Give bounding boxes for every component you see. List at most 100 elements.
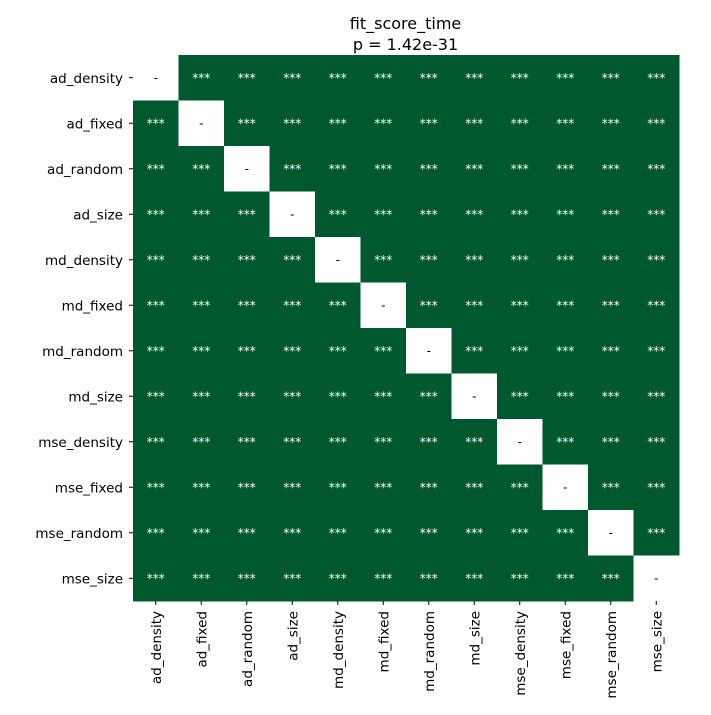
heatmap-cell [588, 100, 634, 147]
cell-label: *** [647, 298, 665, 312]
heatmap-cell [542, 373, 589, 420]
heatmap-cell [633, 555, 680, 602]
cell-label: *** [647, 389, 665, 403]
heatmap-cell [497, 373, 543, 420]
cell-label: *** [511, 298, 529, 312]
heatmap-cell [542, 100, 589, 147]
cell-label: *** [511, 389, 529, 403]
heatmap-cell [269, 464, 316, 511]
y-axis-ticks: ad_density ad_fixed ad_random ad_size md_den… [35, 71, 133, 587]
y-tick-label: ad_density [50, 71, 123, 87]
heatmap-cell [133, 464, 179, 511]
heatmap-cell [224, 191, 270, 238]
cell-label: *** [647, 71, 665, 85]
cell-label: *** [192, 298, 210, 312]
cell-label: *** [329, 571, 347, 585]
heatmap-cell [633, 100, 680, 147]
heatmap-cell [451, 419, 498, 465]
cell-label: *** [283, 71, 301, 85]
heatmap-cell [133, 55, 179, 101]
heatmap-cell [315, 282, 361, 329]
cell-label: *** [374, 435, 392, 449]
heatmap-cell [451, 282, 498, 329]
cell-label: *** [556, 116, 574, 130]
heatmap-cell [588, 55, 634, 101]
cell-label: *** [420, 389, 438, 403]
heatmap-cell [224, 419, 270, 465]
cell-label: *** [511, 253, 529, 267]
heatmap-cell [497, 282, 543, 329]
cell-label: *** [511, 116, 529, 130]
x-tick-label: md_density [331, 611, 347, 689]
heatmap-cell [588, 464, 634, 511]
heatmap-cell [315, 419, 361, 465]
heatmap-cell [360, 100, 407, 147]
y-tick-label: mse_random [35, 526, 123, 542]
cell-label: *** [192, 162, 210, 176]
cell-label: *** [329, 480, 347, 494]
heatmap-cell [360, 555, 407, 602]
cell-label: *** [329, 162, 347, 176]
cell-label: *** [647, 344, 665, 358]
cell-label: *** [283, 162, 301, 176]
cell-label: *** [556, 162, 574, 176]
cell-label: *** [420, 435, 438, 449]
heatmap-cell [542, 237, 589, 283]
cell-label: *** [556, 526, 574, 540]
cell-label: - [563, 480, 567, 494]
cell-label: *** [238, 435, 256, 449]
heatmap-cell [269, 100, 316, 147]
cell-label: *** [602, 71, 620, 85]
heatmap-cell [497, 419, 543, 465]
cell-label: *** [602, 253, 620, 267]
y-tick-label: md_fixed [62, 298, 123, 314]
cell-label: *** [556, 298, 574, 312]
cell-label: *** [192, 480, 210, 494]
cell-label: *** [283, 298, 301, 312]
heatmap-cell [269, 237, 316, 283]
heatmap-cell [269, 555, 316, 602]
heatmap-cell [178, 146, 225, 192]
cell-label: *** [602, 162, 620, 176]
cell-label: *** [465, 162, 483, 176]
cell-label: *** [374, 480, 392, 494]
heatmap-cell [315, 328, 361, 374]
cell-label: *** [192, 253, 210, 267]
heatmap-cells: - *** *** *** *** *** *** *** *** *** *** *** *** - **… [133, 55, 680, 602]
heatmap-cell [178, 191, 225, 238]
cell-label: *** [556, 389, 574, 403]
cell-label: *** [556, 344, 574, 358]
heatmap-cell [133, 237, 179, 283]
heatmap-cell [133, 328, 179, 374]
cell-label: *** [420, 480, 438, 494]
heatmap-cell [360, 55, 407, 101]
cell-label: *** [329, 298, 347, 312]
cell-label: - [427, 344, 431, 358]
heatmap-cell [406, 464, 452, 511]
heatmap-cell [133, 191, 179, 238]
heatmap-cell [178, 237, 225, 283]
heatmap-cell [315, 237, 361, 283]
cell-label: *** [420, 298, 438, 312]
cell-label: *** [374, 116, 392, 130]
cell-label: *** [283, 571, 301, 585]
cell-label: *** [238, 207, 256, 221]
heatmap-cell [633, 191, 680, 238]
cell-label: *** [147, 435, 165, 449]
cell-label: *** [283, 344, 301, 358]
cell-label: *** [147, 571, 165, 585]
x-tick-label: md_size [467, 611, 483, 666]
heatmap-cell [360, 328, 407, 374]
x-tick-label: ad_fixed [194, 611, 210, 668]
heatmap-cell [497, 100, 543, 147]
cell-label: *** [602, 435, 620, 449]
cell-label: *** [238, 298, 256, 312]
cell-label: - [518, 435, 522, 449]
x-tick-label: ad_size [285, 611, 301, 661]
heatmap-cell [451, 191, 498, 238]
heatmap-cell [178, 282, 225, 329]
heatmap-cell [133, 282, 179, 329]
heatmap-cell [224, 555, 270, 602]
heatmap-cell [315, 191, 361, 238]
heatmap-cell [451, 555, 498, 602]
